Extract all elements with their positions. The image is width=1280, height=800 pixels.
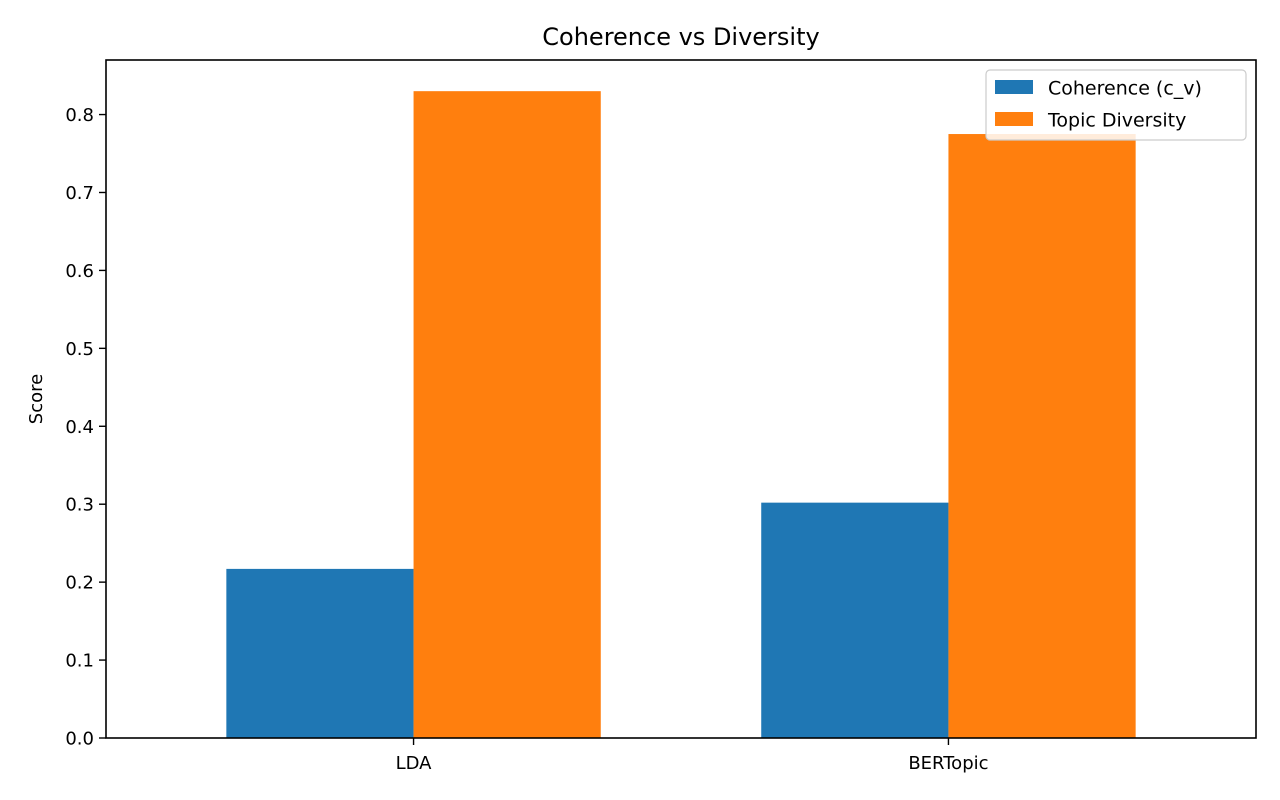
y-tick-label: 0.1 [65,651,94,672]
bar-bertopic-series-1 [948,134,1136,738]
plot-frame [105,59,1257,739]
y-tick-label: 0.3 [65,495,94,516]
x-tick-label-lda: LDA [396,753,433,774]
legend-label-0: Coherence (c_v) [1048,78,1202,100]
y-tick-label: 0.8 [65,105,94,126]
bar-lda-series-1 [413,91,601,738]
y-axis-ticks: 0.0 0.1 0.2 0.3 0.4 0.5 0.6 0.7 0.8 [65,105,106,750]
y-tick-label: 0.5 [65,339,94,360]
y-tick-label: 0.4 [65,417,94,438]
legend-swatch-1 [995,112,1033,126]
y-tick-label: 0.0 [65,729,94,750]
x-tick-label-bertopic: BERTopic [908,753,988,774]
y-tick-label: 0.2 [65,573,94,594]
legend-box [985,69,1247,141]
y-tick-label: 0.6 [65,261,94,282]
bar-lda-series-0 [226,568,414,738]
y-tick-label: 0.7 [65,183,94,204]
legend-label-1: Topic Diversity [1047,110,1186,132]
legend-swatch-0 [995,80,1033,94]
x-axis-ticks: LDA BERTopic [396,738,989,774]
bar-bertopic-series-0 [761,502,949,738]
legend: Coherence (c_v) Topic Diversity [985,69,1247,141]
y-axis-label: Score [26,374,47,424]
bars-group [226,91,1136,738]
chart-title: Coherence vs Diversity [542,23,819,51]
